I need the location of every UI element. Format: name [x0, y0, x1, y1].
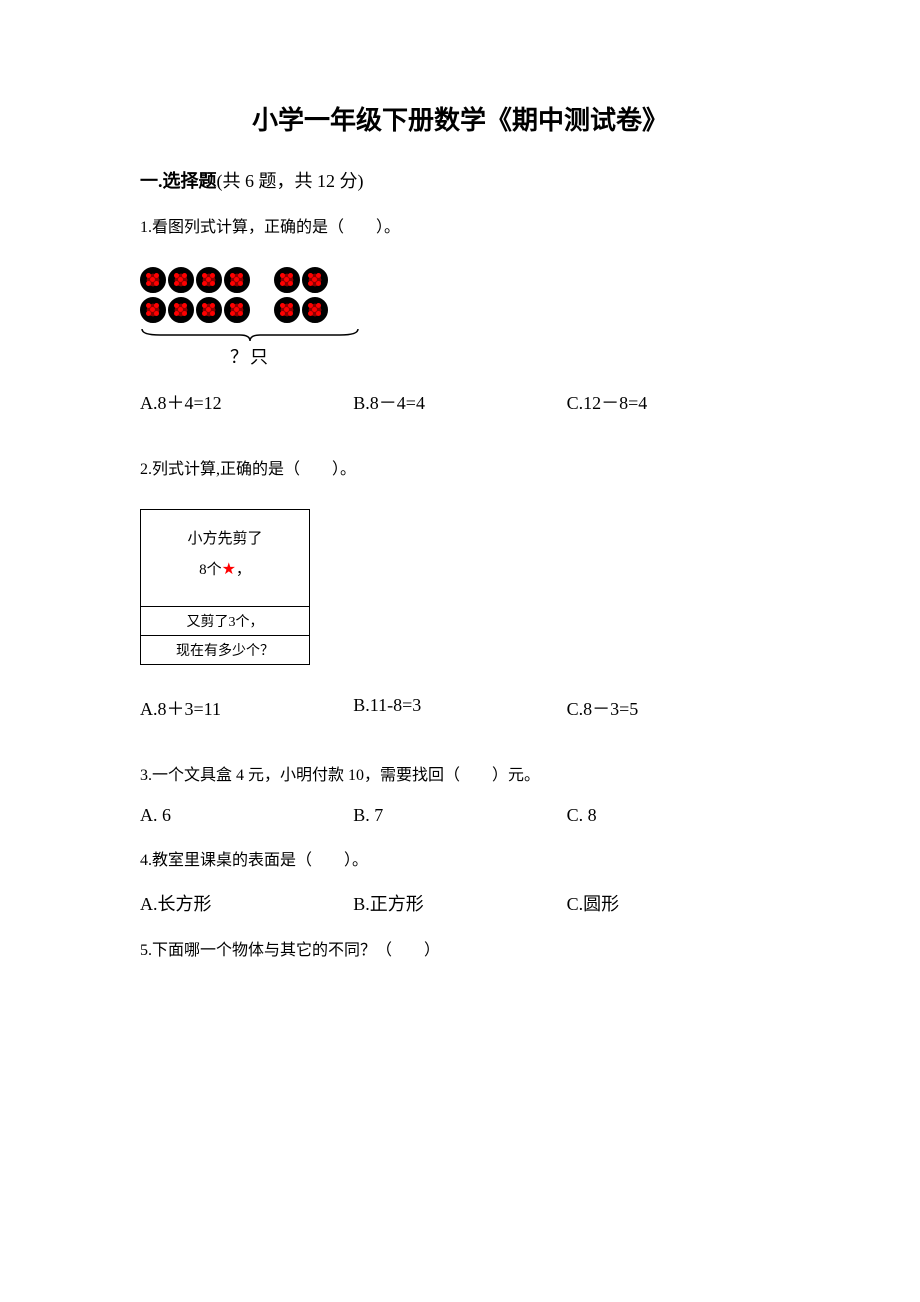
q3-options: A. 6 B. 7 C. 8: [140, 805, 780, 826]
ladybug-icon: [196, 297, 222, 323]
q1-caption: ？只: [140, 343, 360, 369]
gap-spacer: [252, 297, 272, 323]
ladybug-rows: [140, 267, 390, 323]
ladybug-icon: [302, 267, 328, 293]
ladybug-icon: [302, 297, 328, 323]
q2-box-top: 小方先剪了 8个★，: [141, 510, 309, 606]
q2-box-line2: 8个★，: [149, 554, 301, 586]
q2-text: 2.列式计算,正确的是（ ）。: [140, 455, 780, 479]
ladybug-row-2: [140, 297, 390, 323]
q1-figure: ？只: [140, 267, 390, 369]
question-5: 5.下面哪一个物体与其它的不同？（ ）: [140, 936, 780, 960]
star-icon: ★: [222, 561, 236, 578]
q4-text: 4.教室里课桌的表面是（ ）。: [140, 846, 780, 870]
q2-figure-box: 小方先剪了 8个★， 又剪了3个， 现在有多少个？: [140, 509, 310, 665]
q1-text: 1.看图列式计算，正确的是（ ）。: [140, 213, 780, 237]
ladybug-icon: [140, 267, 166, 293]
q3-option-a: A. 6: [140, 805, 353, 826]
q2-option-a: A.8＋3=11: [140, 695, 353, 721]
question-1: 1.看图列式计算，正确的是（ ）。: [140, 213, 780, 415]
q2-box-row1: 又剪了3个，: [141, 606, 309, 635]
q1-option-b: B.8－4=4: [353, 389, 566, 415]
q2-options: A.8＋3=11 B.11-8=3 C.8－3=5: [140, 695, 780, 721]
q2-box-row2: 现在有多少个？: [141, 635, 309, 664]
question-4: 4.教室里课桌的表面是（ ）。 A.长方形 B.正方形 C.圆形: [140, 846, 780, 916]
ladybug-icon: [168, 297, 194, 323]
q4-option-c: C.圆形: [567, 890, 780, 916]
q3-option-c: C. 8: [567, 805, 780, 826]
q2-option-b: B.11-8=3: [353, 695, 566, 721]
ladybug-icon: [196, 267, 222, 293]
q3-option-b: B. 7: [353, 805, 566, 826]
ladybug-icon: [274, 267, 300, 293]
q4-option-b: B.正方形: [353, 890, 566, 916]
q2-box-line2-suffix: ，: [236, 562, 251, 578]
ladybug-icon: [224, 297, 250, 323]
ladybug-icon: [224, 267, 250, 293]
section-header: 一.选择题(共 6 题，共 12 分): [140, 167, 780, 193]
q5-text: 5.下面哪一个物体与其它的不同？（ ）: [140, 936, 780, 960]
q4-options: A.长方形 B.正方形 C.圆形: [140, 890, 780, 916]
question-3: 3.一个文具盒 4 元，小明付款 10，需要找回（ ）元。 A. 6 B. 7 …: [140, 761, 780, 826]
section-meta: (共 6 题，共 12 分): [217, 171, 364, 191]
q1-option-c: C.12－8=4: [567, 389, 780, 415]
curly-bracket-icon: [140, 327, 360, 341]
q2-option-c: C.8－3=5: [567, 695, 780, 721]
ladybug-icon: [274, 297, 300, 323]
ladybug-icon: [140, 297, 166, 323]
section-label: 一.选择题: [140, 171, 217, 191]
question-2: 2.列式计算,正确的是（ ）。 小方先剪了 8个★， 又剪了3个， 现在有多少个…: [140, 455, 780, 721]
q4-option-a: A.长方形: [140, 890, 353, 916]
ladybug-icon: [168, 267, 194, 293]
q1-options: A.8＋4=12 B.8－4=4 C.12－8=4: [140, 389, 780, 415]
ladybug-row-1: [140, 267, 390, 293]
q3-text: 3.一个文具盒 4 元，小明付款 10，需要找回（ ）元。: [140, 761, 780, 785]
q2-box-line1: 小方先剪了: [149, 524, 301, 554]
page-title: 小学一年级下册数学《期中测试卷》: [140, 100, 780, 137]
q1-option-a: A.8＋4=12: [140, 389, 353, 415]
gap-spacer: [252, 267, 272, 293]
q2-box-line2-prefix: 8个: [199, 562, 222, 578]
